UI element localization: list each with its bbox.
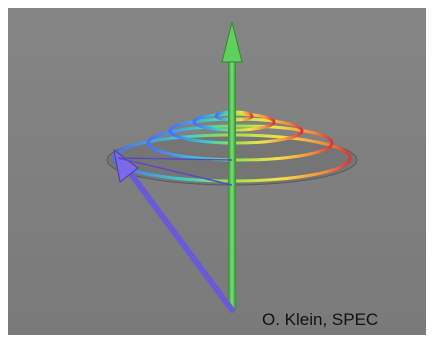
illustration: O. Klein, SPEC xyxy=(0,0,434,349)
page: O. Klein, SPEC (() => { const data = JSO… xyxy=(0,0,434,349)
credit: O. Klein, SPEC xyxy=(262,310,378,329)
